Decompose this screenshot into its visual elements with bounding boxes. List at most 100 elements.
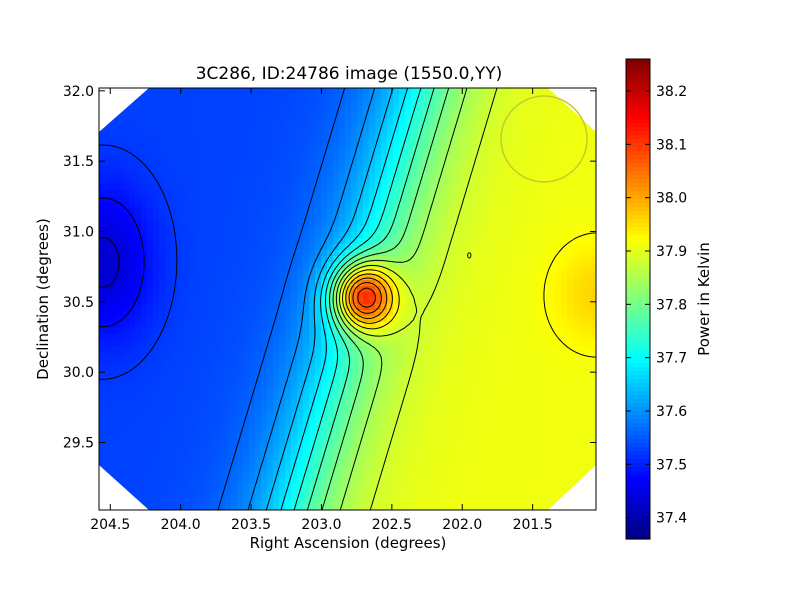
heat-cell	[417, 274, 424, 281]
heat-cell	[165, 184, 172, 191]
heat-cell	[399, 244, 406, 251]
heat-cell	[339, 154, 346, 161]
heat-cell	[495, 448, 502, 455]
heat-cell	[273, 292, 280, 299]
heat-cell	[147, 130, 154, 137]
heat-cell	[183, 340, 190, 347]
heat-cell	[393, 340, 400, 347]
heat-cell	[243, 454, 250, 461]
heat-cell	[375, 406, 382, 413]
heat-cell	[495, 250, 502, 257]
heat-cell	[495, 142, 502, 149]
heat-cell	[495, 100, 502, 107]
heat-cell	[429, 316, 436, 323]
heat-cell	[225, 262, 232, 269]
heat-cell	[507, 202, 514, 209]
heat-cell	[447, 418, 454, 425]
heat-cell	[393, 436, 400, 443]
heat-cell	[129, 340, 136, 347]
heat-cell	[153, 304, 160, 311]
heat-cell	[129, 424, 136, 431]
heat-cell	[327, 292, 334, 299]
heat-cell	[339, 118, 346, 125]
heat-cell	[201, 100, 208, 107]
heat-cell	[141, 196, 148, 203]
heat-cell	[141, 112, 148, 119]
heat-cell	[489, 382, 496, 389]
heat-cell	[375, 448, 382, 455]
heat-cell	[321, 94, 328, 101]
heat-cell	[387, 502, 394, 509]
heat-cell	[465, 328, 472, 335]
heat-cell	[237, 262, 244, 269]
heat-cell	[435, 436, 442, 443]
heat-cell	[243, 448, 250, 455]
heat-cell	[297, 370, 304, 377]
heat-cell	[375, 226, 382, 233]
heat-cell	[279, 280, 286, 287]
heat-cell	[333, 118, 340, 125]
heat-cell	[237, 202, 244, 209]
heat-cell	[453, 484, 460, 491]
heat-cell	[285, 280, 292, 287]
heat-cell	[279, 448, 286, 455]
heat-cell	[339, 238, 346, 245]
heat-cell	[195, 280, 202, 287]
heat-cell	[405, 436, 412, 443]
heat-cell	[357, 118, 364, 125]
heat-cell	[309, 406, 316, 413]
heat-cell	[357, 322, 364, 329]
heat-cell	[327, 154, 334, 161]
heat-cell	[273, 298, 280, 305]
heat-cell	[231, 316, 238, 323]
heat-cell	[471, 358, 478, 365]
heat-cell	[147, 376, 154, 383]
heat-cell	[453, 244, 460, 251]
heat-cell	[189, 274, 196, 281]
heat-cell	[171, 442, 178, 449]
heat-cell	[381, 316, 388, 323]
heat-cell	[387, 322, 394, 329]
heat-cell	[393, 208, 400, 215]
heat-cell	[381, 340, 388, 347]
heat-cell	[423, 478, 430, 485]
heat-cell	[129, 268, 136, 275]
heat-cell	[315, 88, 322, 95]
heat-cell	[375, 148, 382, 155]
heat-cell	[387, 274, 394, 281]
heat-cell	[177, 376, 184, 383]
heat-cell	[513, 442, 520, 449]
heat-cell	[225, 214, 232, 221]
heat-cell	[147, 454, 154, 461]
heat-cell	[177, 286, 184, 293]
heat-cell	[315, 154, 322, 161]
heat-cell	[471, 334, 478, 341]
heat-cell	[207, 268, 214, 275]
heat-cell	[447, 454, 454, 461]
heat-cell	[501, 106, 508, 113]
heat-cell	[381, 262, 388, 269]
heat-cell	[297, 346, 304, 353]
heat-cell	[249, 130, 256, 137]
heat-cell	[123, 208, 130, 215]
heat-cell	[453, 496, 460, 503]
heat-cell	[111, 262, 118, 269]
heat-cell	[219, 88, 226, 95]
heat-cell	[165, 112, 172, 119]
heat-cell	[465, 508, 472, 510]
heat-cell	[339, 214, 346, 221]
heat-cell	[477, 490, 484, 497]
heat-cell	[201, 94, 208, 101]
heat-cell	[189, 292, 196, 299]
heat-cell	[231, 370, 238, 377]
heat-cell	[159, 244, 166, 251]
heat-cell	[399, 406, 406, 413]
heat-cell	[285, 226, 292, 233]
heat-cell	[489, 418, 496, 425]
heat-cell	[117, 406, 124, 413]
heat-cell	[99, 340, 106, 347]
heat-cell	[165, 364, 172, 371]
heat-cell	[381, 334, 388, 341]
heat-cell	[381, 298, 388, 305]
heat-cell	[177, 418, 184, 425]
